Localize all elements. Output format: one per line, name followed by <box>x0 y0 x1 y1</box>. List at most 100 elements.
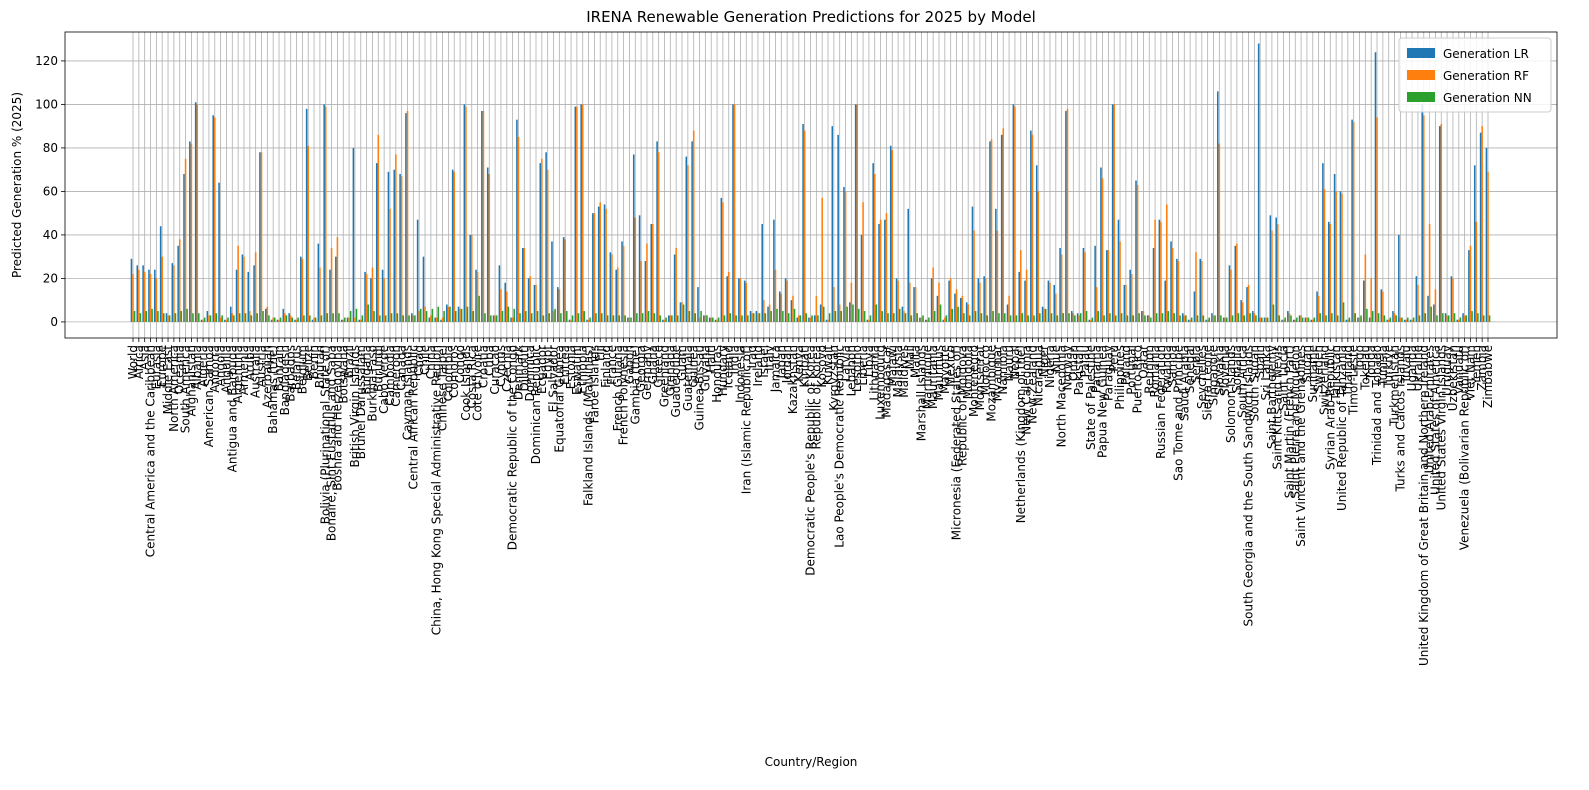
bar <box>1382 291 1384 322</box>
bar <box>498 265 501 322</box>
bar <box>1100 167 1102 322</box>
bar <box>451 169 454 322</box>
bar <box>1095 287 1098 322</box>
bar <box>873 174 876 322</box>
x-tick-label: Rwanda <box>1160 345 1174 393</box>
bar <box>1193 291 1196 322</box>
bar <box>1090 319 1092 322</box>
bar <box>154 269 156 322</box>
x-tick-label: El Salvador <box>547 345 561 412</box>
bar <box>282 308 285 322</box>
bar <box>815 295 818 322</box>
x-tick-label: Europe <box>155 345 169 387</box>
x-tick-label: Nepal <box>1008 345 1022 380</box>
bar <box>868 319 870 322</box>
x-tick-label: Faroe Islands <box>587 345 601 423</box>
x-tick-label: Slovakia <box>1212 345 1226 395</box>
x-tick-label: Angola <box>214 345 228 386</box>
bar <box>752 313 755 322</box>
bar <box>482 110 485 322</box>
x-tick-label: Sao Tome and Principe <box>1171 345 1185 481</box>
x-tick-label: Mexico <box>944 345 958 387</box>
bar <box>510 317 512 322</box>
bar <box>148 269 150 322</box>
bar <box>1044 308 1047 322</box>
bar <box>1272 304 1275 322</box>
bar <box>303 315 305 322</box>
bar <box>340 319 343 322</box>
bar <box>647 311 650 322</box>
bar <box>1271 230 1273 322</box>
bar <box>634 217 637 322</box>
bar <box>133 311 136 322</box>
x-tick-label: Bonaire, Sint Eustatius and Saba <box>325 345 339 541</box>
x-tick-label: Lao People's Democratic Republic <box>833 345 847 548</box>
x-tick-label: Mauritius <box>932 345 946 400</box>
bar <box>159 226 162 322</box>
x-tick-label: Senegal <box>1183 345 1197 393</box>
bar <box>1074 315 1076 322</box>
bar <box>974 311 977 322</box>
bar <box>612 315 615 322</box>
x-tick-label: Kosovo <box>815 345 829 388</box>
bar <box>1165 204 1168 322</box>
bar <box>1062 313 1064 322</box>
bar <box>951 308 954 322</box>
bar <box>903 311 905 322</box>
bar <box>773 219 775 322</box>
bar <box>662 319 664 322</box>
bar <box>636 313 638 322</box>
x-tick-label: Saint Lucia <box>1277 345 1291 411</box>
bar <box>919 317 921 322</box>
bar <box>1415 276 1418 322</box>
bar <box>504 282 507 322</box>
x-tick-label: Ghana <box>646 345 660 384</box>
bar <box>396 313 399 322</box>
bar <box>611 254 613 322</box>
bar <box>945 315 948 322</box>
bar <box>326 313 329 322</box>
x-tick-label: Belize <box>301 345 315 381</box>
bar <box>1469 245 1472 322</box>
bar <box>790 300 793 322</box>
bar <box>761 224 763 322</box>
bar <box>1259 317 1261 322</box>
bar <box>229 306 232 322</box>
x-tick-label: Ireland <box>751 345 765 387</box>
bar <box>360 319 362 322</box>
bar <box>136 265 139 322</box>
bar <box>196 104 199 322</box>
bar <box>780 293 783 322</box>
x-tick-label: South Sudan <box>1247 345 1261 422</box>
bar <box>289 315 292 322</box>
x-tick-label: Netherlands (Kingdom of the) <box>1014 345 1028 523</box>
bar <box>198 313 200 322</box>
x-tick-label: Turks and Caicos Islands <box>1393 345 1407 492</box>
bar <box>1459 317 1462 322</box>
bar <box>1345 319 1348 322</box>
bar <box>430 315 432 322</box>
bar <box>1327 221 1330 322</box>
bar <box>183 174 185 322</box>
bar <box>132 274 134 322</box>
bar <box>776 308 778 322</box>
bar <box>381 269 384 322</box>
bar <box>944 317 946 322</box>
bar <box>453 171 456 322</box>
x-tick-label: Germany <box>640 345 654 400</box>
x-tick-label: Namibia <box>996 345 1010 395</box>
x-tick-label: Italy <box>763 345 777 371</box>
bar <box>294 319 296 322</box>
bar <box>1387 319 1390 322</box>
bar <box>977 278 980 322</box>
x-tick-label: Dominican Republic <box>529 345 543 464</box>
bar <box>399 174 401 322</box>
bar <box>1021 313 1024 322</box>
bar <box>1237 313 1240 322</box>
bar <box>1125 284 1127 322</box>
x-tick-label: Poland <box>1119 345 1133 385</box>
x-tick-label: World <box>126 345 140 379</box>
x-tick-label: Algeria <box>196 345 210 387</box>
bar <box>638 215 641 322</box>
x-tick-label: Palau <box>1078 345 1092 377</box>
